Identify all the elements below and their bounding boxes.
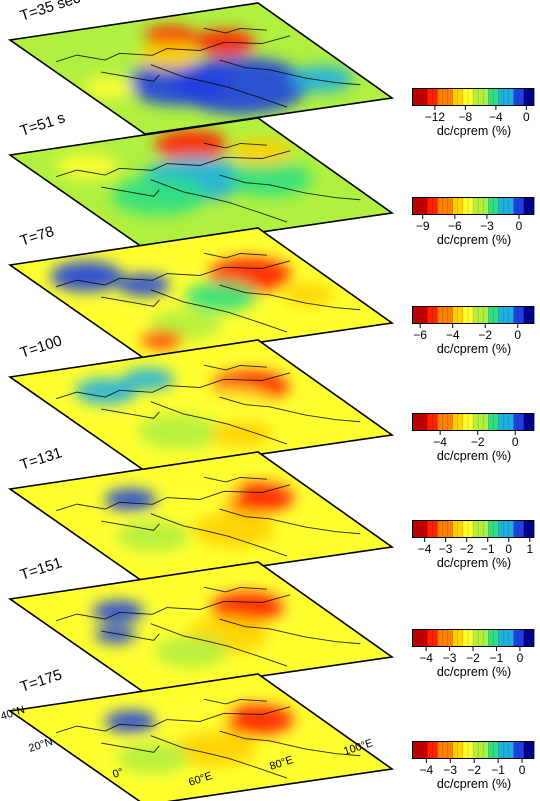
colorbar-tick: −2 bbox=[471, 435, 485, 449]
period-label: T=131 bbox=[18, 444, 64, 473]
period-label: T=51 s bbox=[18, 109, 67, 139]
map-panel-7: T=175 bbox=[7, 666, 395, 801]
map-panel-3: T=78 bbox=[7, 223, 395, 360]
colorbar-tick: −3 bbox=[480, 219, 494, 233]
map-panel-1: T=35 sec bbox=[7, 0, 395, 135]
colorbar-label: dc/cprem (%) bbox=[436, 665, 512, 679]
map-stack: T=35 sec T=51 s T=78 T=100 T=131 T=151 T=175 4… bbox=[0, 0, 395, 801]
colorbar-tick: 0 bbox=[505, 542, 512, 556]
map-panel-5: T=131 bbox=[7, 444, 395, 584]
lat-label-20n: 20°N bbox=[27, 736, 54, 755]
colorbar-label: dc/cprem (%) bbox=[436, 777, 512, 791]
colorbar-tick: −4 bbox=[433, 435, 447, 449]
colorbar-5: −4 −3 −2 −1 0 1 dc/cprem (%) bbox=[412, 520, 536, 571]
colorbar-tick: 0 bbox=[514, 328, 521, 342]
colorbar-tick: −1 bbox=[490, 651, 504, 665]
colorbar-tick: −1 bbox=[491, 763, 505, 777]
period-label: T=100 bbox=[18, 332, 64, 361]
period-label: T=175 bbox=[18, 666, 64, 695]
period-label: T=151 bbox=[18, 554, 64, 583]
colorbar-1: −12 −8 −4 0 dc/cprem (%) bbox=[412, 88, 536, 139]
colorbar-tick: −4 bbox=[489, 110, 503, 124]
colorbar-tick: −8 bbox=[459, 110, 473, 124]
colorbar-tick: −6 bbox=[448, 219, 462, 233]
colorbar-tick: −4 bbox=[420, 763, 434, 777]
colorbar-tick: −3 bbox=[439, 542, 453, 556]
colorbar-tick: 1 bbox=[526, 542, 533, 556]
colorbar-tick: −1 bbox=[481, 542, 495, 556]
period-label: T=78 bbox=[18, 223, 56, 250]
colorbar-tick: 0 bbox=[516, 219, 523, 233]
map-panel-2: T=51 s bbox=[7, 109, 395, 250]
colorbar-tick: 0 bbox=[517, 651, 524, 665]
colorbar-3: −6 −4 −2 0 dc/cprem (%) bbox=[412, 306, 536, 357]
colorbar-tick: −4 bbox=[419, 651, 433, 665]
lat-label-0: 0° bbox=[111, 766, 125, 781]
colorbar-label: dc/cprem (%) bbox=[436, 233, 512, 247]
colorbar-tick: −2 bbox=[466, 651, 480, 665]
colorbar-tick: −2 bbox=[467, 763, 481, 777]
colorbar-tick: −2 bbox=[460, 542, 474, 556]
colorbar-tick: −4 bbox=[446, 328, 460, 342]
colorbar-label: dc/cprem (%) bbox=[436, 449, 512, 463]
colorbar-tick: −6 bbox=[413, 328, 427, 342]
colorbar-tick: −2 bbox=[478, 328, 492, 342]
colorbar-tick: −12 bbox=[425, 110, 446, 124]
colorbar-tick: −9 bbox=[416, 219, 430, 233]
colorbar-tick: −3 bbox=[443, 763, 457, 777]
colorbar-tick: 0 bbox=[519, 763, 526, 777]
colorbar-4: −4 −2 0 dc/cprem (%) bbox=[412, 413, 536, 464]
colorbar-label: dc/cprem (%) bbox=[436, 124, 512, 138]
colorbar-7: −4 −3 −2 −1 0 dc/cprem (%) bbox=[412, 741, 536, 792]
map-panel-4: T=100 bbox=[7, 332, 395, 472]
colorbar-label: dc/cprem (%) bbox=[436, 342, 512, 356]
colorbar-tick: 0 bbox=[523, 110, 530, 124]
colorbar-2: −9 −6 −3 0 dc/cprem (%) bbox=[412, 197, 536, 248]
period-label: T=35 sec bbox=[18, 0, 83, 25]
colorbar-tick: −4 bbox=[418, 542, 432, 556]
colorbar-tick: 0 bbox=[512, 435, 519, 449]
colorbar-6: −4 −3 −2 −1 0 dc/cprem (%) bbox=[412, 629, 536, 680]
map-panel-6: T=151 bbox=[7, 554, 395, 694]
colorbar-tick: −3 bbox=[443, 651, 457, 665]
colorbar-label: dc/cprem (%) bbox=[436, 556, 512, 570]
